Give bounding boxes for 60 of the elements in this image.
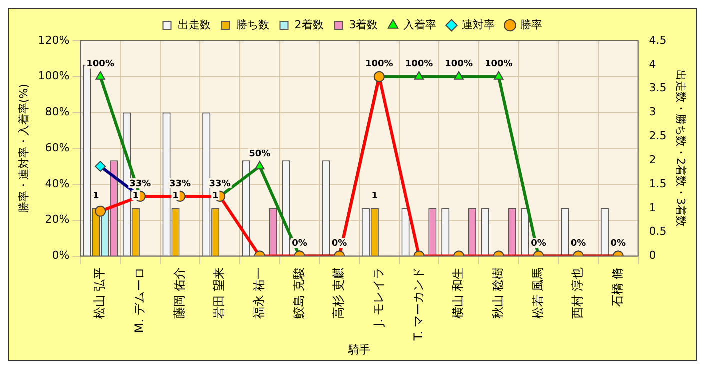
legend-label: 連対率 — [462, 18, 496, 32]
data-label: 33% — [209, 179, 231, 190]
y-tick-label: 60% — [45, 141, 70, 154]
y-tick-label: 80% — [45, 106, 70, 119]
y-tick-label: 120% — [38, 34, 70, 47]
legend-label: 3着数 — [349, 18, 378, 32]
y2-tick-label: 1 — [649, 201, 656, 214]
x-tick-label: 松山 弘平 — [92, 267, 107, 320]
x-tick-label: 藤岡 佑介 — [172, 267, 186, 320]
y2-tick-label: 4.5 — [649, 34, 667, 47]
x-tick-label: 西村 淳也 — [570, 267, 585, 320]
x-tick-label: 福永 祐一 — [252, 267, 266, 320]
data-label: 1 — [372, 191, 378, 202]
legend-label: 勝ち数 — [236, 18, 270, 32]
data-label: 100% — [365, 60, 394, 70]
data-label: 1 — [132, 191, 140, 202]
x-tick-label: 岩田 望来 — [212, 267, 226, 320]
x-tick-label: 鮫島 克駿 — [292, 267, 306, 320]
data-label: 0% — [570, 239, 586, 250]
legend-label: 勝率 — [520, 18, 543, 32]
data-label: 50% — [249, 149, 271, 160]
legend-label: 2着数 — [294, 18, 324, 32]
x-tick-label: 高杉 吏麒 — [332, 267, 346, 320]
data-label: 1 — [92, 191, 100, 202]
y-tick-label: 20% — [45, 213, 70, 226]
x-tick-label: 横山 和生 — [451, 267, 466, 320]
x-tick-label: 秋山 稔樹 — [491, 267, 506, 320]
y2-tick-label: 1.5 — [649, 177, 667, 190]
x-axis-title: 騎手 — [347, 343, 370, 356]
x-tick-label: M. デムーロ — [132, 267, 147, 334]
data-label: 1 — [172, 191, 179, 202]
x-tick-label: J. モレイラ — [372, 267, 386, 328]
data-label: 33% — [130, 179, 152, 190]
data-label: 0% — [610, 239, 626, 250]
data-label: 100% — [445, 60, 473, 70]
legend-label: 入着率 — [404, 18, 437, 32]
y2-tick-label: 3.5 — [649, 82, 667, 95]
y2-tick-label: 2 — [649, 153, 656, 166]
data-label: 0% — [531, 239, 546, 250]
data-label: 33% — [169, 179, 192, 190]
y-axis-title: 勝率・連対率・入着率(%) — [17, 84, 30, 214]
data-label: 0% — [332, 239, 348, 250]
legend-label: 出走数 — [178, 18, 211, 32]
x-tick-label: 松若 風馬 — [530, 267, 545, 320]
y-tick-label: 40% — [45, 177, 70, 190]
data-label: 1 — [212, 191, 219, 202]
data-label: 100% — [86, 60, 114, 70]
data-label: 100% — [484, 60, 513, 70]
y2-tick-label: 3 — [649, 106, 656, 119]
y2-tick-label: 0 — [649, 249, 656, 262]
x-tick-label: T. マーカンド — [411, 267, 426, 342]
x-tick-label: 石橋 脩 — [610, 267, 625, 308]
data-label: 0% — [292, 239, 308, 250]
y2-tick-label: 2.5 — [649, 130, 667, 143]
y-tick-label: 100% — [38, 70, 70, 83]
y2-tick-label: 0.5 — [649, 225, 667, 238]
data-label: 100% — [405, 60, 434, 70]
y2-axis-title: 出走数・勝ち数・2着数・3着数 — [674, 70, 688, 228]
y2-tick-label: 4 — [649, 58, 656, 71]
y-tick-label: 0% — [52, 249, 70, 262]
